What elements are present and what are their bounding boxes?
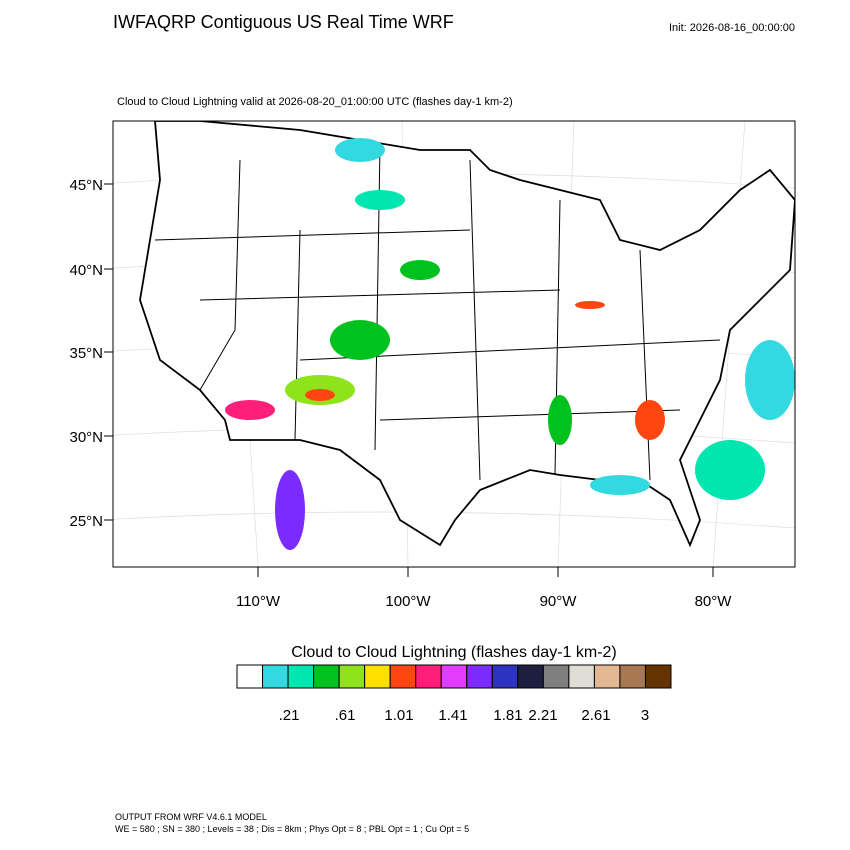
colorbar-box [364, 664, 391, 689]
colorbar-box [415, 664, 442, 689]
colorbar-label: 1.41 [438, 707, 467, 724]
colorbar-label: .61 [335, 707, 356, 724]
colorbar-box [236, 664, 264, 689]
colorbar-box [644, 664, 672, 689]
init-time: Init: 2026-08-16_00:00:00 [669, 22, 795, 34]
colorbar-label: 2.61 [581, 707, 610, 724]
map-frame [112, 120, 796, 568]
colorbar-box [517, 664, 544, 689]
colorbar-label: 3 [641, 707, 649, 724]
lon-label: 80°W [695, 593, 733, 610]
lon-label: 100°W [385, 593, 431, 610]
lat-labels: 45°N 40°N 35°N 30°N 25°N [69, 177, 113, 530]
title: IWFAQRP Contiguous US Real Time WRF [113, 12, 454, 32]
lat-label: 30°N [69, 429, 103, 446]
colorbar-box [338, 664, 366, 689]
colorbar-box [313, 664, 340, 689]
colorbar-box [593, 664, 621, 689]
colorbar-box [542, 664, 570, 689]
colorbar-label: 1.01 [384, 707, 413, 724]
colorbar-box [491, 664, 519, 689]
lon-label: 90°W [540, 593, 578, 610]
colorbar-label: .21 [279, 707, 300, 724]
map [112, 120, 796, 568]
map-content [113, 121, 795, 567]
lat-label: 35°N [69, 345, 103, 362]
colorbar-box [619, 664, 646, 689]
lat-label: 40°N [69, 262, 103, 279]
colorbar-label: 2.21 [528, 707, 557, 724]
us-outline [139, 121, 795, 548]
footer-line: OUTPUT FROM WRF V4.6.1 MODEL [115, 812, 267, 822]
colorbar-label: 1.81 [493, 707, 522, 724]
lon-labels: 110°W 100°W 90°W 80°W [236, 567, 732, 610]
lat-label: 45°N [69, 177, 103, 194]
lightning-fields [225, 138, 795, 550]
lat-label: 25°N [69, 513, 103, 530]
colorbar: .21 .61 1.01 1.41 1.81 2.21 2.61 3 [236, 664, 672, 724]
colorbar-box [568, 664, 595, 689]
lon-label: 110°W [236, 593, 281, 610]
subtitle: Cloud to Cloud Lightning valid at 2026-0… [117, 96, 513, 108]
colorbar-box [466, 664, 493, 689]
colorbar-title: Cloud to Cloud Lightning (flashes day-1 … [291, 644, 617, 661]
colorbar-box [389, 664, 417, 689]
colorbar-box [262, 664, 289, 689]
footer-line: WE = 580 ; SN = 380 ; Levels = 38 ; Dis … [115, 824, 469, 834]
colorbar-box [440, 664, 468, 689]
colorbar-box [287, 664, 315, 689]
